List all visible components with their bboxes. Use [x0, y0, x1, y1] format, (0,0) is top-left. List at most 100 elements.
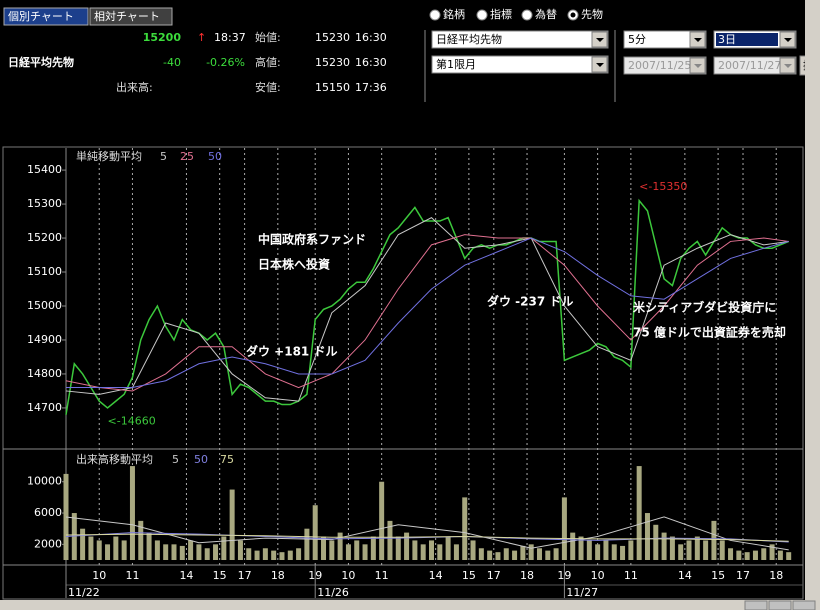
select-arrow	[596, 38, 604, 42]
legend-label: 25	[180, 150, 194, 163]
date-label: 11/22	[68, 586, 100, 599]
tab-label[interactable]: 相対チャート	[94, 9, 160, 23]
volume-bar	[163, 544, 169, 560]
x-tick-label: 10	[341, 569, 355, 582]
chart-frame	[2, 146, 804, 600]
volume-bar	[703, 540, 709, 560]
x-tick-label: 15	[462, 569, 476, 582]
volume-bar	[395, 536, 401, 560]
volume-bar	[686, 540, 692, 560]
radio[interactable]	[521, 9, 533, 21]
open-time: 16:30	[355, 31, 387, 44]
select[interactable]	[431, 55, 609, 74]
volume-bar	[744, 552, 750, 560]
annotation: <-14660	[108, 415, 156, 428]
select-value[interactable]: 5分	[628, 33, 646, 46]
select-value[interactable]: 3日	[718, 33, 736, 46]
volume-bar	[736, 550, 742, 560]
tab-label[interactable]: 個別チャート	[8, 10, 74, 23]
radio-label[interactable]: 指標	[490, 7, 512, 21]
x-tick-label: 14	[179, 569, 193, 582]
x-tick-label: 17	[487, 569, 501, 582]
scroll-button[interactable]	[792, 600, 816, 610]
select-value[interactable]: 2007/11/25	[628, 59, 691, 72]
volume-bar	[711, 520, 717, 560]
volume-bar	[752, 550, 758, 560]
select[interactable]	[431, 30, 609, 49]
volume-bar	[786, 552, 792, 560]
scroll-button[interactable]	[744, 600, 768, 610]
volume-bar	[404, 532, 410, 560]
volume-bar	[138, 520, 144, 560]
volume-bar	[379, 481, 385, 560]
low-label: 安値:	[255, 80, 281, 94]
select-value[interactable]: 2007/11/27	[718, 59, 781, 72]
radio-label[interactable]: 銘柄	[443, 7, 465, 21]
scroll-button[interactable]	[768, 600, 792, 610]
volume-bar	[113, 536, 119, 560]
panel-title: 出来高移動平均	[76, 452, 153, 466]
select-value[interactable]: 日経平均先物	[436, 32, 502, 46]
date-label: 11/27	[566, 586, 598, 599]
select[interactable]	[623, 30, 707, 49]
volume-bar	[296, 548, 302, 560]
scrollbar[interactable]	[805, 0, 820, 600]
select-arrow	[784, 64, 792, 68]
select[interactable]	[713, 56, 797, 75]
y-tick-label: 15000	[27, 299, 62, 312]
x-tick-label: 11	[624, 569, 638, 582]
volume-bar	[337, 532, 343, 560]
panel-title: 単純移動平均	[76, 149, 142, 163]
volume-bar	[121, 540, 127, 560]
high-label: 高値:	[255, 55, 281, 69]
x-tick-label: 15	[711, 569, 725, 582]
select-arrow	[694, 64, 702, 68]
volume-bar	[171, 544, 177, 560]
volume-bar	[237, 540, 243, 560]
x-tick-label: 17	[238, 569, 252, 582]
volume-bar	[262, 548, 268, 560]
y-tick-label: 14900	[27, 333, 62, 346]
news-note: 75 億ドルで出資証券を売却	[633, 325, 786, 340]
volume-bar	[528, 544, 534, 560]
volume-bar	[429, 540, 434, 560]
volume-bar	[769, 544, 775, 560]
select-value[interactable]: 第1限月	[436, 57, 476, 71]
moving-average	[65, 516, 789, 551]
open-label: 始値:	[255, 30, 281, 44]
radio-dot	[570, 12, 576, 18]
volume-bar	[96, 540, 102, 560]
tab[interactable]	[3, 7, 89, 26]
radio[interactable]	[429, 9, 441, 21]
news-note: 日本株へ投資	[258, 257, 330, 272]
volume-bar	[453, 544, 459, 560]
volume-bar	[229, 489, 235, 560]
price: 15200	[143, 31, 182, 44]
volume-bar	[719, 540, 725, 560]
scrollbar[interactable]	[0, 600, 820, 610]
volume-bar	[146, 532, 152, 560]
volume-bar	[354, 540, 360, 560]
low-time: 17:36	[355, 81, 387, 94]
select-arrow	[596, 63, 604, 67]
time: 18:37	[214, 31, 246, 44]
volume-bar	[221, 536, 227, 560]
radio-label[interactable]: 為替	[535, 7, 557, 21]
volume-bar	[570, 532, 576, 560]
volume-bar	[246, 548, 252, 560]
volume-bar	[370, 536, 376, 560]
radio[interactable]	[476, 9, 488, 21]
select-arrow	[784, 38, 792, 42]
x-tick-label: 14	[429, 569, 443, 582]
open: 15230	[315, 31, 350, 44]
volume-bar	[728, 548, 734, 560]
select[interactable]	[623, 56, 707, 75]
volume-bar	[653, 524, 659, 560]
volume-bar	[445, 536, 451, 560]
tab[interactable]	[89, 7, 173, 26]
y-tick-label: 15100	[27, 265, 62, 278]
volume-bar	[761, 548, 767, 560]
volume-bar	[661, 532, 667, 560]
radio-label[interactable]: 先物	[581, 7, 603, 21]
